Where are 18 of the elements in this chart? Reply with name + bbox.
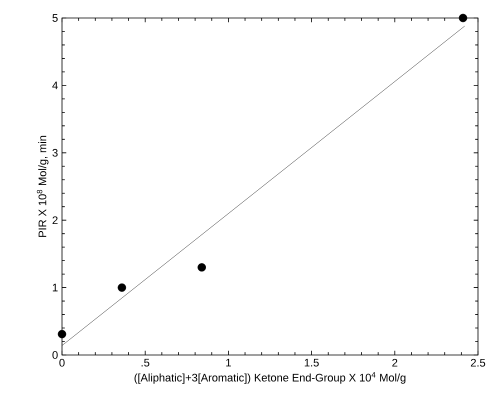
point (458, 14, 468, 22)
point (58, 330, 66, 338)
x-tick-label: 1.5 (304, 358, 319, 367)
x-axis-title: ([Aliphatic]+3[Aromatic]) Ketone End-Group X 10$^{4}$ Mol/g (134, 372, 406, 384)
y-axis-title: PIR X 10$^{8}$ Mol/g, min (36, 136, 48, 237)
y-tick-label: 2 (52, 216, 58, 224)
x-tick-label: 2.5 (470, 358, 486, 367)
y-tick-label: 3 (52, 148, 58, 157)
point (198, 263, 206, 272)
point (118, 283, 126, 292)
y-tick-label: 0 (52, 351, 58, 359)
x-tick-label: 2 (392, 358, 398, 367)
x-tick-label: 1 (226, 358, 231, 366)
y-tick-label: 4 (52, 82, 58, 90)
y-tick-label: 5 (52, 14, 58, 22)
x-tick-label: 0 (59, 358, 65, 367)
x-tick-label: .5 (142, 358, 150, 367)
y-tick-label: 1 (52, 284, 58, 292)
